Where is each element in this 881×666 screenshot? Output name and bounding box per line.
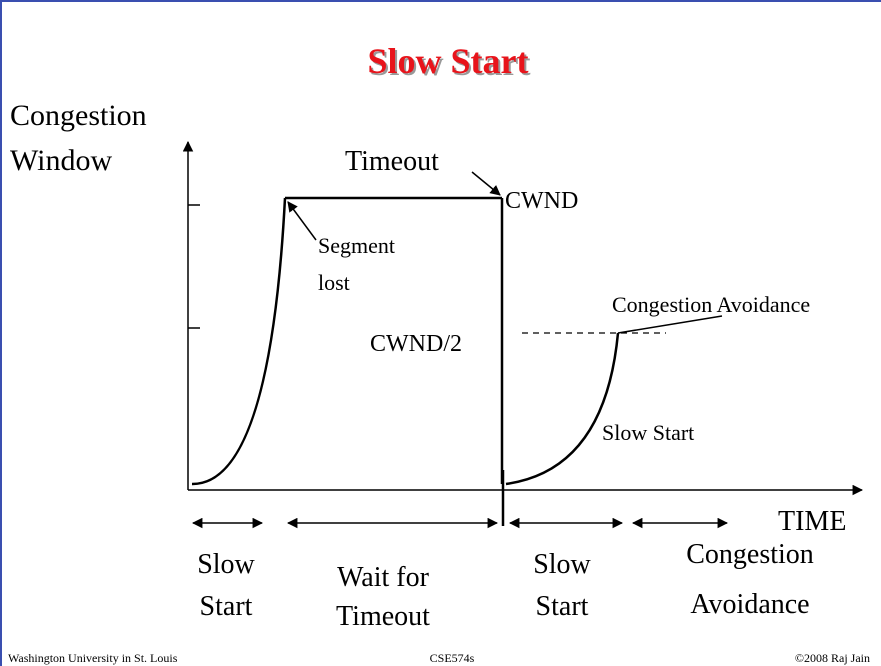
y-axis-label: Window <box>10 144 112 177</box>
pointer <box>471 171 501 196</box>
phase-label: Avoidance <box>690 589 809 620</box>
footer-right: ©2008 Raj Jain <box>795 651 870 665</box>
congestion-avoidance-line <box>617 315 723 334</box>
annotation: Congestion Avoidance <box>612 292 810 317</box>
annotation: Segment <box>318 233 395 258</box>
annotation: CWND/2 <box>370 331 462 357</box>
annotation: Timeout <box>345 146 439 177</box>
phase-label: Timeout <box>336 601 430 632</box>
phase-label: Start <box>536 591 589 622</box>
phase-label: Congestion <box>686 539 814 570</box>
y-axis-label: Congestion <box>10 99 147 132</box>
title: Slow Start <box>368 41 529 81</box>
phase-label: Slow <box>197 549 255 580</box>
slow-start-curve <box>191 197 287 486</box>
phase-label: Start <box>200 591 253 622</box>
pointer <box>287 201 317 241</box>
x-axis-label: TIME <box>778 506 846 537</box>
slow-start-curve <box>505 332 620 486</box>
footer-left: Washington University in St. Louis <box>8 651 178 665</box>
annotation: Slow Start <box>602 420 694 445</box>
annotation: lost <box>318 270 350 295</box>
footer-center: CSE574s <box>430 651 475 665</box>
phase-label: Slow <box>533 549 591 580</box>
phase-label: Wait for <box>337 562 429 593</box>
title-shadow: Slow Start <box>370 43 531 83</box>
annotation: CWND <box>505 188 578 214</box>
